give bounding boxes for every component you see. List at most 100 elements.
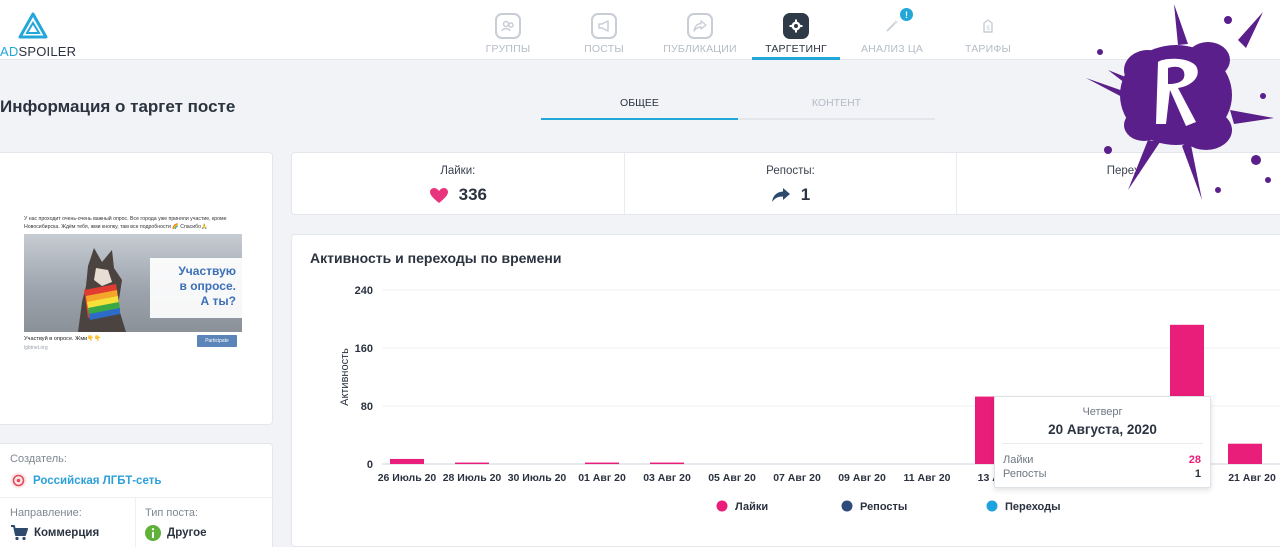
y-tick-label: 80 bbox=[361, 401, 373, 413]
direction-label: Направление: bbox=[10, 507, 82, 519]
post-link-domain: lgbtnet.org bbox=[24, 345, 48, 351]
stat-reposts-value: 1 bbox=[625, 185, 957, 205]
tooltip-reposts-value: 1 bbox=[1194, 468, 1201, 480]
tab-general[interactable]: ОБЩЕЕ bbox=[541, 97, 738, 120]
post-preview[interactable]: У нас проходит очень-очень важный опрос.… bbox=[24, 215, 244, 365]
x-tick-label: 05 Авг 20 bbox=[708, 472, 756, 484]
legend-marker bbox=[716, 500, 728, 512]
bar-Лайки-0[interactable] bbox=[390, 458, 424, 464]
y-tick-label: 0 bbox=[367, 459, 373, 471]
chart-title: Активность и переходы по времени bbox=[310, 250, 562, 266]
nav-item-4[interactable]: АНАЛИЗ ЦА! bbox=[844, 0, 940, 60]
nav-item-label: ТАРГЕТИНГ bbox=[765, 43, 827, 55]
post-link-footer: Участвуй в опросе. Жми👇👇 lgbtnet.org Par… bbox=[24, 335, 244, 357]
bar-Лайки-13[interactable] bbox=[1228, 443, 1262, 464]
tooltip-divider bbox=[1002, 443, 1203, 444]
legend-item-1[interactable]: Репосты bbox=[841, 500, 908, 514]
svg-text:$: $ bbox=[986, 26, 990, 32]
letter-r-glyph bbox=[1156, 58, 1198, 126]
top-navigation-bar: ADSPOILER ГРУППЫ ПОСТЫ ПУБЛИКАЦИИ ТАРГЕТИНГ… bbox=[0, 0, 1280, 60]
stat-likes-label: Лайки: bbox=[440, 165, 476, 177]
y-axis-label: Активность bbox=[339, 348, 351, 406]
legend-label: Репосты bbox=[860, 501, 907, 513]
stat-likes-value: 336 bbox=[292, 185, 624, 205]
y-tick-label: 240 bbox=[355, 285, 373, 297]
x-tick-label: 21 Авг 20 bbox=[1228, 472, 1276, 484]
post-info-card: Создатель: Российская ЛГБТ-сеть Направле… bbox=[0, 443, 274, 547]
legend-label: Переходы bbox=[1005, 501, 1061, 513]
x-tick-label: 30 Июль 20 bbox=[508, 472, 567, 484]
logo-triangle-icon bbox=[18, 12, 48, 39]
post-text: У нас проходит очень-очень важный опрос.… bbox=[24, 216, 227, 230]
nav-item-label: ПОСТЫ bbox=[584, 43, 624, 55]
gear-icon bbox=[783, 13, 809, 39]
activity-chart: 0 80 160 240 Активность 26 Июль 20 28 Июль 20 3… bbox=[339, 285, 1280, 514]
share-icon bbox=[687, 13, 713, 39]
post-image: Участвую в опросе. А ты? bbox=[24, 234, 242, 332]
legend-label: Лайки bbox=[735, 501, 768, 513]
x-tick-label: 07 Авг 20 bbox=[773, 472, 821, 484]
bar-Лайки-3[interactable] bbox=[585, 462, 619, 465]
tooltip-date: 20 Августа, 2020 bbox=[1048, 422, 1157, 437]
content-tabs: ОБЩЕЕ КОНТЕНТ bbox=[541, 97, 935, 120]
tooltip-row-reposts: Репосты 1 bbox=[1003, 468, 1201, 480]
nav-item-1[interactable]: ПОСТЫ bbox=[556, 0, 652, 60]
creator-avatar-icon bbox=[10, 472, 27, 489]
x-tick-label: 01 Авг 20 bbox=[578, 472, 626, 484]
megaphone-icon bbox=[591, 13, 617, 39]
main-nav: ГРУППЫ ПОСТЫ ПУБЛИКАЦИИ ТАРГЕТИНГ АНАЛИЗ ЦА!… bbox=[460, 0, 1036, 60]
stat-transitions-label: Перех bbox=[1106, 165, 1140, 177]
legend-item-0[interactable]: Лайки bbox=[716, 500, 769, 514]
nav-item-label: ТАРИФЫ bbox=[964, 43, 1012, 55]
participate-button[interactable]: Participate bbox=[197, 335, 237, 347]
share-arrow-icon bbox=[771, 188, 790, 202]
page-title: Информация о таргет посте bbox=[0, 97, 236, 116]
post-type-label: Тип поста: bbox=[145, 507, 199, 519]
info-vertical-divider bbox=[135, 497, 136, 547]
x-tick-label: 11 Авг 20 bbox=[903, 472, 950, 484]
tab-content[interactable]: КОНТЕНТ bbox=[738, 97, 935, 120]
post-preview-card: У нас проходит очень-очень важный опрос.… bbox=[0, 152, 273, 425]
x-tick-label: 28 Июль 20 bbox=[443, 472, 502, 484]
x-tick-label: 03 Авг 20 bbox=[643, 472, 691, 484]
nav-item-label: АНАЛИЗ ЦА bbox=[860, 43, 924, 55]
nav-item-0[interactable]: ГРУППЫ bbox=[460, 0, 556, 60]
cart-icon bbox=[11, 525, 28, 541]
info-icon bbox=[145, 525, 161, 541]
notification-badge: ! bbox=[900, 8, 913, 21]
legend-item-2[interactable]: Переходы bbox=[986, 500, 1061, 514]
tooltip-day: Четверг bbox=[1082, 406, 1123, 418]
tooltip-likes-value: 28 bbox=[1188, 454, 1201, 466]
post-type-value: Другое bbox=[145, 525, 207, 541]
direction-value: Коммерция bbox=[10, 525, 99, 541]
nav-item-3[interactable]: ТАРГЕТИНГ bbox=[748, 0, 844, 60]
nav-item-5[interactable]: $ ТАРИФЫ bbox=[940, 0, 1036, 60]
nav-item-label: ГРУППЫ bbox=[485, 43, 531, 55]
poll-banner: Участвую в опросе. А ты? bbox=[150, 258, 242, 318]
dog-with-rainbow-flag-image bbox=[78, 248, 126, 332]
nav-item-label: ПУБЛИКАЦИИ bbox=[663, 43, 737, 55]
legend-marker bbox=[986, 500, 998, 512]
creator-value[interactable]: Российская ЛГБТ-сеть bbox=[10, 472, 161, 489]
stats-card: Лайки: 336 Репосты: 1 Перех bbox=[291, 152, 1280, 215]
ink-splash-logo bbox=[1086, 4, 1274, 200]
stat-reposts-label: Репосты: bbox=[766, 165, 815, 177]
logo-text: ADSPOILER bbox=[0, 44, 77, 59]
activity-chart-card: Активность и переходы по времени 0 80 160 2… bbox=[291, 234, 1280, 547]
tooltip-row-likes: Лайки 28 bbox=[1003, 454, 1201, 466]
post-link-title: Участвуй в опросе. Жми👇👇 bbox=[24, 336, 102, 342]
bar-Лайки-1[interactable] bbox=[455, 462, 489, 465]
price-tag-icon: $ bbox=[975, 13, 1001, 39]
legend-marker bbox=[841, 500, 853, 512]
x-tick-label: 26 Июль 20 bbox=[378, 472, 437, 484]
x-tick-label: 09 Авг 20 bbox=[838, 472, 886, 484]
info-divider bbox=[0, 497, 274, 498]
groups-icon bbox=[495, 13, 521, 39]
bar-Лайки-4[interactable] bbox=[650, 462, 684, 465]
app-logo[interactable]: ADSPOILER bbox=[0, 10, 80, 59]
stat-likes: Лайки: 336 bbox=[292, 153, 625, 214]
nav-item-2[interactable]: ПУБЛИКАЦИИ bbox=[652, 0, 748, 60]
heart-icon bbox=[429, 187, 448, 203]
chart-tooltip: Четверг 20 Августа, 2020 Лайки 28 Репост… bbox=[994, 396, 1211, 488]
creator-label: Создатель: bbox=[10, 453, 67, 465]
